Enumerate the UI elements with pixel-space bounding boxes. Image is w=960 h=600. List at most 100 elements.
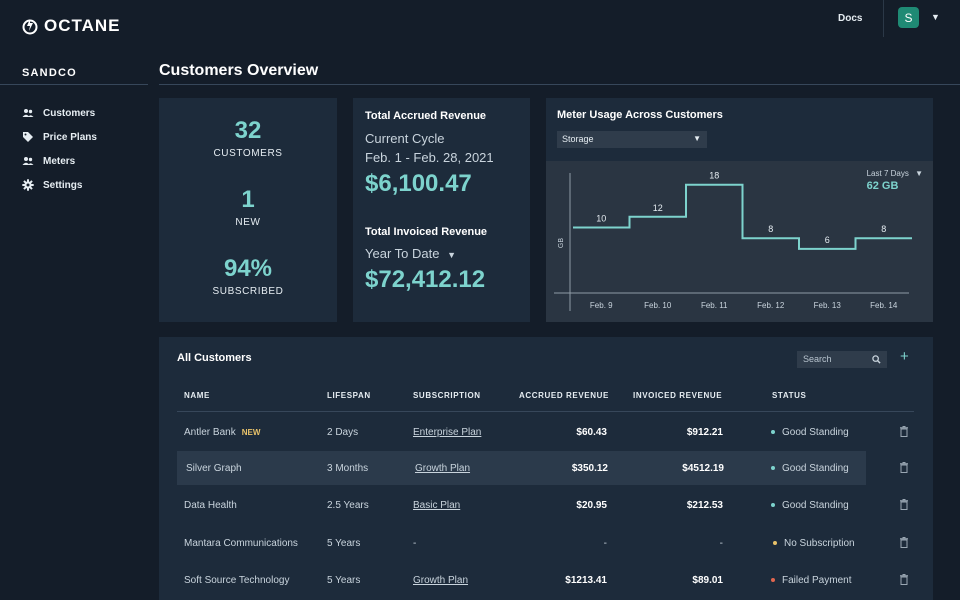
status-dot [771,466,775,471]
users-icon [22,157,34,165]
invoiced-title: Total Invoiced Revenue [365,226,488,238]
trash-icon[interactable] [899,499,909,510]
data-label: 18 [709,171,719,181]
meter-usage-card: Meter Usage Across Customers Storage ▼ L… [546,98,933,322]
y-axis-label: GB [558,238,565,248]
trash-icon[interactable] [899,574,909,585]
accrued-cell: - [603,538,607,549]
lifespan-cell: 3 Months [327,463,369,474]
invoiced-cell: $912.21 [686,427,723,438]
gear-icon [22,179,34,191]
sidebar-item-price-plans[interactable]: Price Plans [22,125,97,149]
sidebar-nav: Customers Price Plans Meters Settings [22,101,97,197]
column-header-accrued[interactable]: ACCRUED REVENUE [519,391,609,400]
column-header-name[interactable]: NAME [184,391,210,400]
accrued-title: Total Accrued Revenue [365,110,487,122]
invoiced-cell: - [719,538,723,549]
docs-link[interactable]: Docs [838,13,863,24]
customers-card: All Customers Search + NAME LIFESPAN SUB… [159,337,933,600]
trash-icon[interactable] [899,462,909,473]
sidebar-item-label: Settings [43,179,83,191]
stat-new: 1 NEW [159,186,337,228]
sidebar-item-label: Customers [43,107,96,119]
topbar-divider [883,0,884,37]
meter-select[interactable]: Storage ▼ [557,131,707,148]
invoiced-cell: $89.01 [692,575,723,586]
add-customer-button[interactable]: + [900,348,909,365]
data-label: 10 [596,214,606,224]
data-label: 8 [881,224,886,234]
table-row[interactable]: Mantara Communications 5 Years - - - No … [177,526,866,560]
stat-label: SUBSCRIBED [212,286,284,297]
status-text: Good Standing [782,427,849,438]
search-placeholder: Search [803,354,832,364]
range-label: Last 7 Days [866,169,909,178]
status-dot [773,541,777,546]
stat-label: CUSTOMERS [213,148,283,159]
trash-icon[interactable] [899,537,909,548]
x-tick-label: Feb. 12 [757,301,785,310]
stat-value: 32 [234,117,262,144]
table-row[interactable]: Antler Bank NEW 2 Days Enterprise Plan $6… [177,415,866,449]
invoiced-period-select[interactable]: Year To Date ▼ [365,246,456,261]
table-row[interactable]: Silver Graph 3 Months Growth Plan $350.1… [177,451,866,485]
meter-select-value: Storage [562,134,594,144]
stats-card: 32 CUSTOMERS 1 NEW 94% SUBSCRIBED [159,98,337,322]
column-header-status[interactable]: STATUS [772,391,807,400]
sidebar-item-customers[interactable]: Customers [22,101,97,125]
column-header-lifespan[interactable]: LIFESPAN [327,391,371,400]
app-logo[interactable]: OCTANE [22,16,121,36]
data-label: 6 [825,235,830,245]
accrued-period: Current Cycle [365,131,445,146]
column-header-subscription[interactable]: SUBSCRIPTION [413,391,481,400]
tag-icon [23,132,33,142]
status-dot [771,578,775,583]
subscription-link[interactable]: Basic Plan [413,500,461,511]
sidebar-item-label: Meters [43,155,76,167]
column-header-invoiced[interactable]: INVOICED REVENUE [633,391,723,400]
table-row[interactable]: Data Health 2.5 Years Basic Plan $20.95 … [177,488,866,522]
invoiced-cell: $212.53 [686,500,723,511]
status-badge: No Subscription [773,538,855,549]
stat-label: NEW [235,217,261,228]
stat-subscribed: 94% SUBSCRIBED [159,255,337,297]
range-picker[interactable]: Last 7 Days ▼ 62 GB [867,169,923,192]
search-input[interactable]: Search [797,351,887,368]
customer-name: Antler Bank [184,427,236,438]
trash-icon[interactable] [899,426,909,437]
new-badge: NEW [241,428,261,437]
lifespan-cell: 2 Days [327,427,359,438]
status-badge: Good Standing [771,427,849,438]
chevron-down-icon: ▼ [693,134,701,143]
status-badge: Good Standing [771,463,849,474]
customer-name: Soft Source Technology [184,575,290,586]
status-dot [771,430,775,435]
subscription-link[interactable]: Growth Plan [415,463,471,474]
subscription-cell: - [413,538,417,549]
meter-chart: Last 7 Days ▼ 62 GB GB 10 Feb. 9 12 Feb. 10 1… [546,161,933,322]
sidebar-item-settings[interactable]: Settings [22,173,97,197]
stat-customers: 32 CUSTOMERS [159,117,337,159]
meter-chart-svg: GB 10 Feb. 9 12 Feb. 10 18 Feb. 11 8 Feb. 12 6 Feb… [554,171,912,311]
sidebar-divider [0,84,148,85]
subscription-link[interactable]: Growth Plan [413,575,469,586]
stat-value: 1 [241,186,255,213]
search-icon [872,355,881,364]
lifespan-cell: 5 Years [327,538,361,549]
app-logo-text: OCTANE [44,16,121,35]
status-badge: Failed Payment [771,575,851,586]
status-badge: Good Standing [771,500,849,511]
title-divider [159,84,960,85]
subscription-link[interactable]: Enterprise Plan [413,427,482,438]
usage-series-line [573,183,912,250]
customer-name-cell: Antler Bank NEW [184,427,260,438]
status-text: Good Standing [782,463,849,474]
chevron-down-icon[interactable]: ▼ [931,12,940,22]
chevron-down-icon: ▼ [447,250,456,260]
avatar[interactable]: S [898,7,919,28]
page-title: Customers Overview [159,62,319,79]
x-tick-label: Feb. 10 [644,301,672,310]
table-row[interactable]: Soft Source Technology 5 Years Growth Pl… [177,563,866,597]
sidebar-item-meters[interactable]: Meters [22,149,97,173]
customer-name: Data Health [184,500,237,511]
